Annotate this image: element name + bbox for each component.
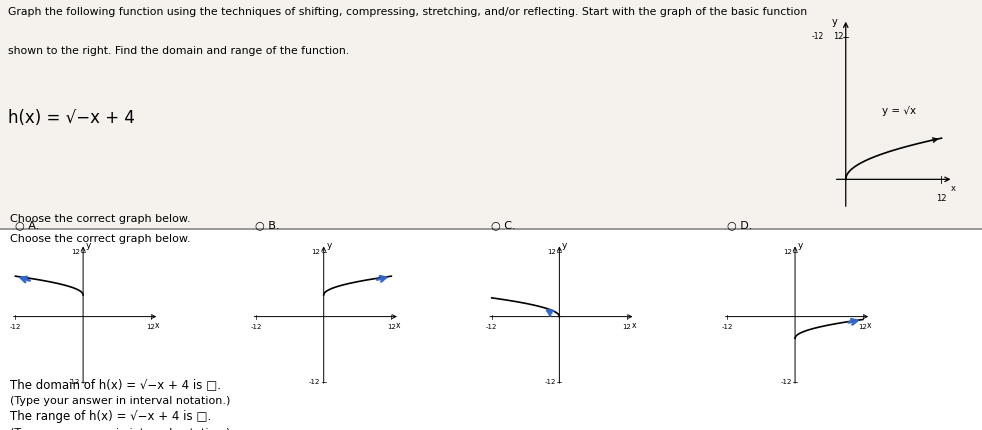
Text: y: y [797, 241, 803, 250]
Text: -12: -12 [486, 324, 498, 330]
Text: -12: -12 [250, 324, 262, 330]
Text: x: x [155, 322, 160, 331]
Text: 12: 12 [547, 249, 556, 255]
Text: -12: -12 [10, 324, 22, 330]
Text: x: x [867, 322, 872, 331]
Text: -12: -12 [811, 32, 823, 41]
Text: 12: 12 [311, 249, 320, 255]
Text: y: y [832, 17, 838, 28]
Text: 12: 12 [146, 324, 155, 330]
Text: h(x) = √−x + 4: h(x) = √−x + 4 [8, 109, 136, 127]
Text: y: y [86, 241, 91, 250]
Text: shown to the right. Find the domain and range of the function.: shown to the right. Find the domain and … [8, 46, 350, 55]
Text: x: x [631, 322, 636, 331]
Text: The domain of h(x) = √−x + 4 is □.: The domain of h(x) = √−x + 4 is □. [10, 378, 221, 391]
Text: ○ D.: ○ D. [727, 220, 752, 230]
Text: y: y [562, 241, 568, 250]
Text: ○ C.: ○ C. [491, 220, 516, 230]
Text: 12: 12 [783, 249, 791, 255]
Text: -12: -12 [309, 378, 320, 384]
Text: Graph the following function using the techniques of shifting, compressing, stre: Graph the following function using the t… [8, 7, 807, 17]
Text: -12: -12 [69, 378, 80, 384]
Text: -12: -12 [781, 378, 791, 384]
Text: 12: 12 [71, 249, 80, 255]
Text: x: x [396, 322, 401, 331]
Text: 12: 12 [623, 324, 631, 330]
Text: x: x [951, 184, 956, 194]
Text: 12: 12 [833, 32, 844, 41]
Text: (Type your answer in interval notation.): (Type your answer in interval notation.) [10, 428, 230, 430]
Text: y: y [326, 241, 332, 250]
Text: (Type your answer in interval notation.): (Type your answer in interval notation.) [10, 396, 230, 406]
Text: -12: -12 [545, 378, 556, 384]
Text: -12: -12 [722, 324, 734, 330]
Text: 12: 12 [387, 324, 396, 330]
Text: Choose the correct graph below.: Choose the correct graph below. [10, 214, 191, 224]
Text: 12: 12 [858, 324, 867, 330]
Text: ○ B.: ○ B. [255, 220, 280, 230]
Text: 12: 12 [936, 194, 947, 203]
Text: The range of h(x) = √−x + 4 is □.: The range of h(x) = √−x + 4 is □. [10, 410, 211, 424]
Text: y = √x: y = √x [882, 106, 916, 116]
Text: ○ A.: ○ A. [15, 220, 39, 230]
Text: Choose the correct graph below.: Choose the correct graph below. [10, 234, 191, 244]
